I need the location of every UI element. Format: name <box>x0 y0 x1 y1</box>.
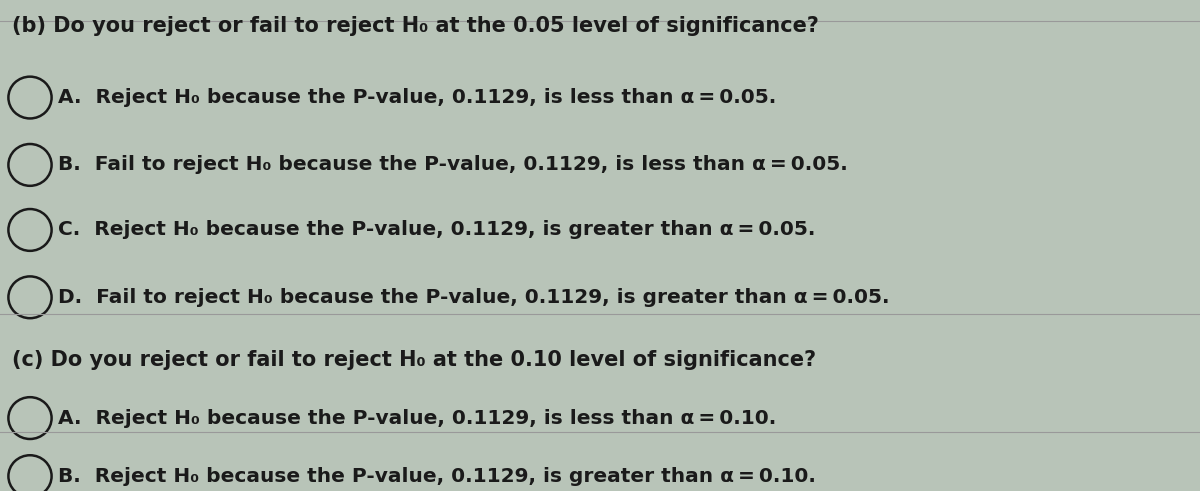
Text: B.  Reject H₀ because the P-value, 0.1129, is greater than α = 0.10.: B. Reject H₀ because the P-value, 0.1129… <box>58 466 816 486</box>
Text: B.  Fail to reject H₀ because the P-value, 0.1129, is less than α = 0.05.: B. Fail to reject H₀ because the P-value… <box>58 156 847 174</box>
Text: (b) Do you reject or fail to reject H₀ at the 0.05 level of significance?: (b) Do you reject or fail to reject H₀ a… <box>12 16 818 35</box>
Text: A.  Reject H₀ because the P-value, 0.1129, is less than α = 0.05.: A. Reject H₀ because the P-value, 0.1129… <box>58 88 776 107</box>
Text: A.  Reject H₀ because the P-value, 0.1129, is less than α = 0.10.: A. Reject H₀ because the P-value, 0.1129… <box>58 409 776 428</box>
Text: (c) Do you reject or fail to reject H₀ at the 0.10 level of significance?: (c) Do you reject or fail to reject H₀ a… <box>12 350 816 370</box>
Text: C.  Reject H₀ because the P-value, 0.1129, is greater than α = 0.05.: C. Reject H₀ because the P-value, 0.1129… <box>58 220 815 240</box>
Text: D.  Fail to reject H₀ because the P-value, 0.1129, is greater than α = 0.05.: D. Fail to reject H₀ because the P-value… <box>58 288 889 307</box>
